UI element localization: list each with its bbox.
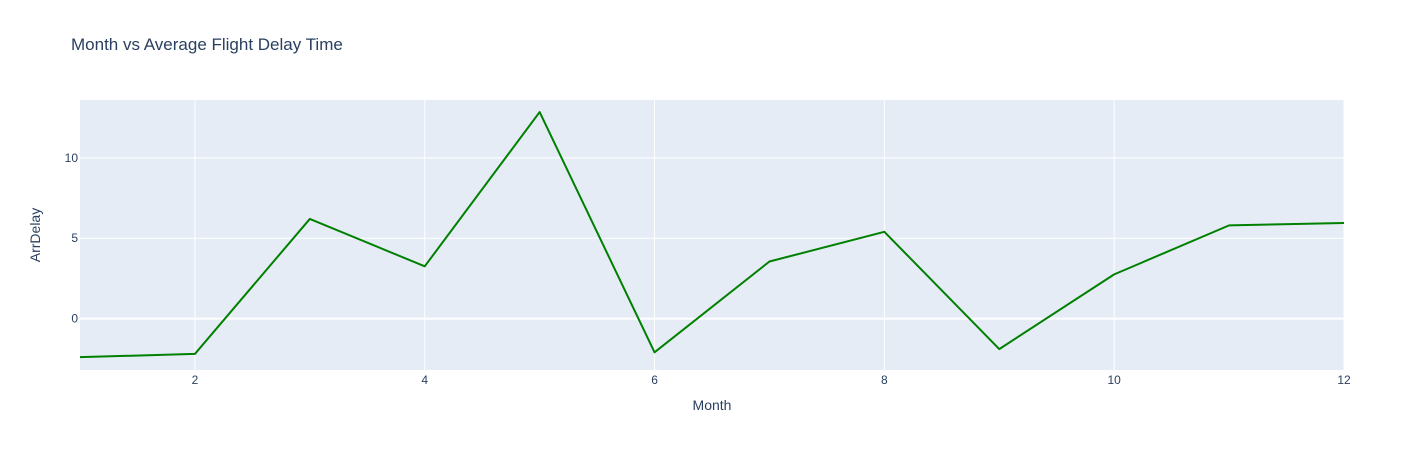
series-layer (79, 111, 1345, 359)
grid-lines (80, 100, 1345, 370)
y-tick-label: 5 (71, 231, 78, 245)
x-tick-label: 10 (1108, 373, 1122, 387)
x-tick-label: 6 (651, 373, 658, 387)
plot-area (80, 100, 1344, 370)
y-tick-label: 0 (71, 312, 78, 326)
x-tick-label: 8 (881, 373, 888, 387)
tick-labels: 2 4 6 8 10 12 0 5 10 (65, 151, 1351, 387)
y-tick-label: 10 (65, 151, 79, 165)
series-line (79, 111, 1345, 359)
x-tick-label: 12 (1337, 373, 1351, 387)
x-tick-label: 4 (421, 373, 428, 387)
y-axis-title: ArrDelay (27, 208, 43, 262)
x-axis-title: Month (693, 397, 732, 413)
chart-title: Month vs Average Flight Delay Time (71, 35, 343, 54)
x-tick-label: 2 (192, 373, 199, 387)
